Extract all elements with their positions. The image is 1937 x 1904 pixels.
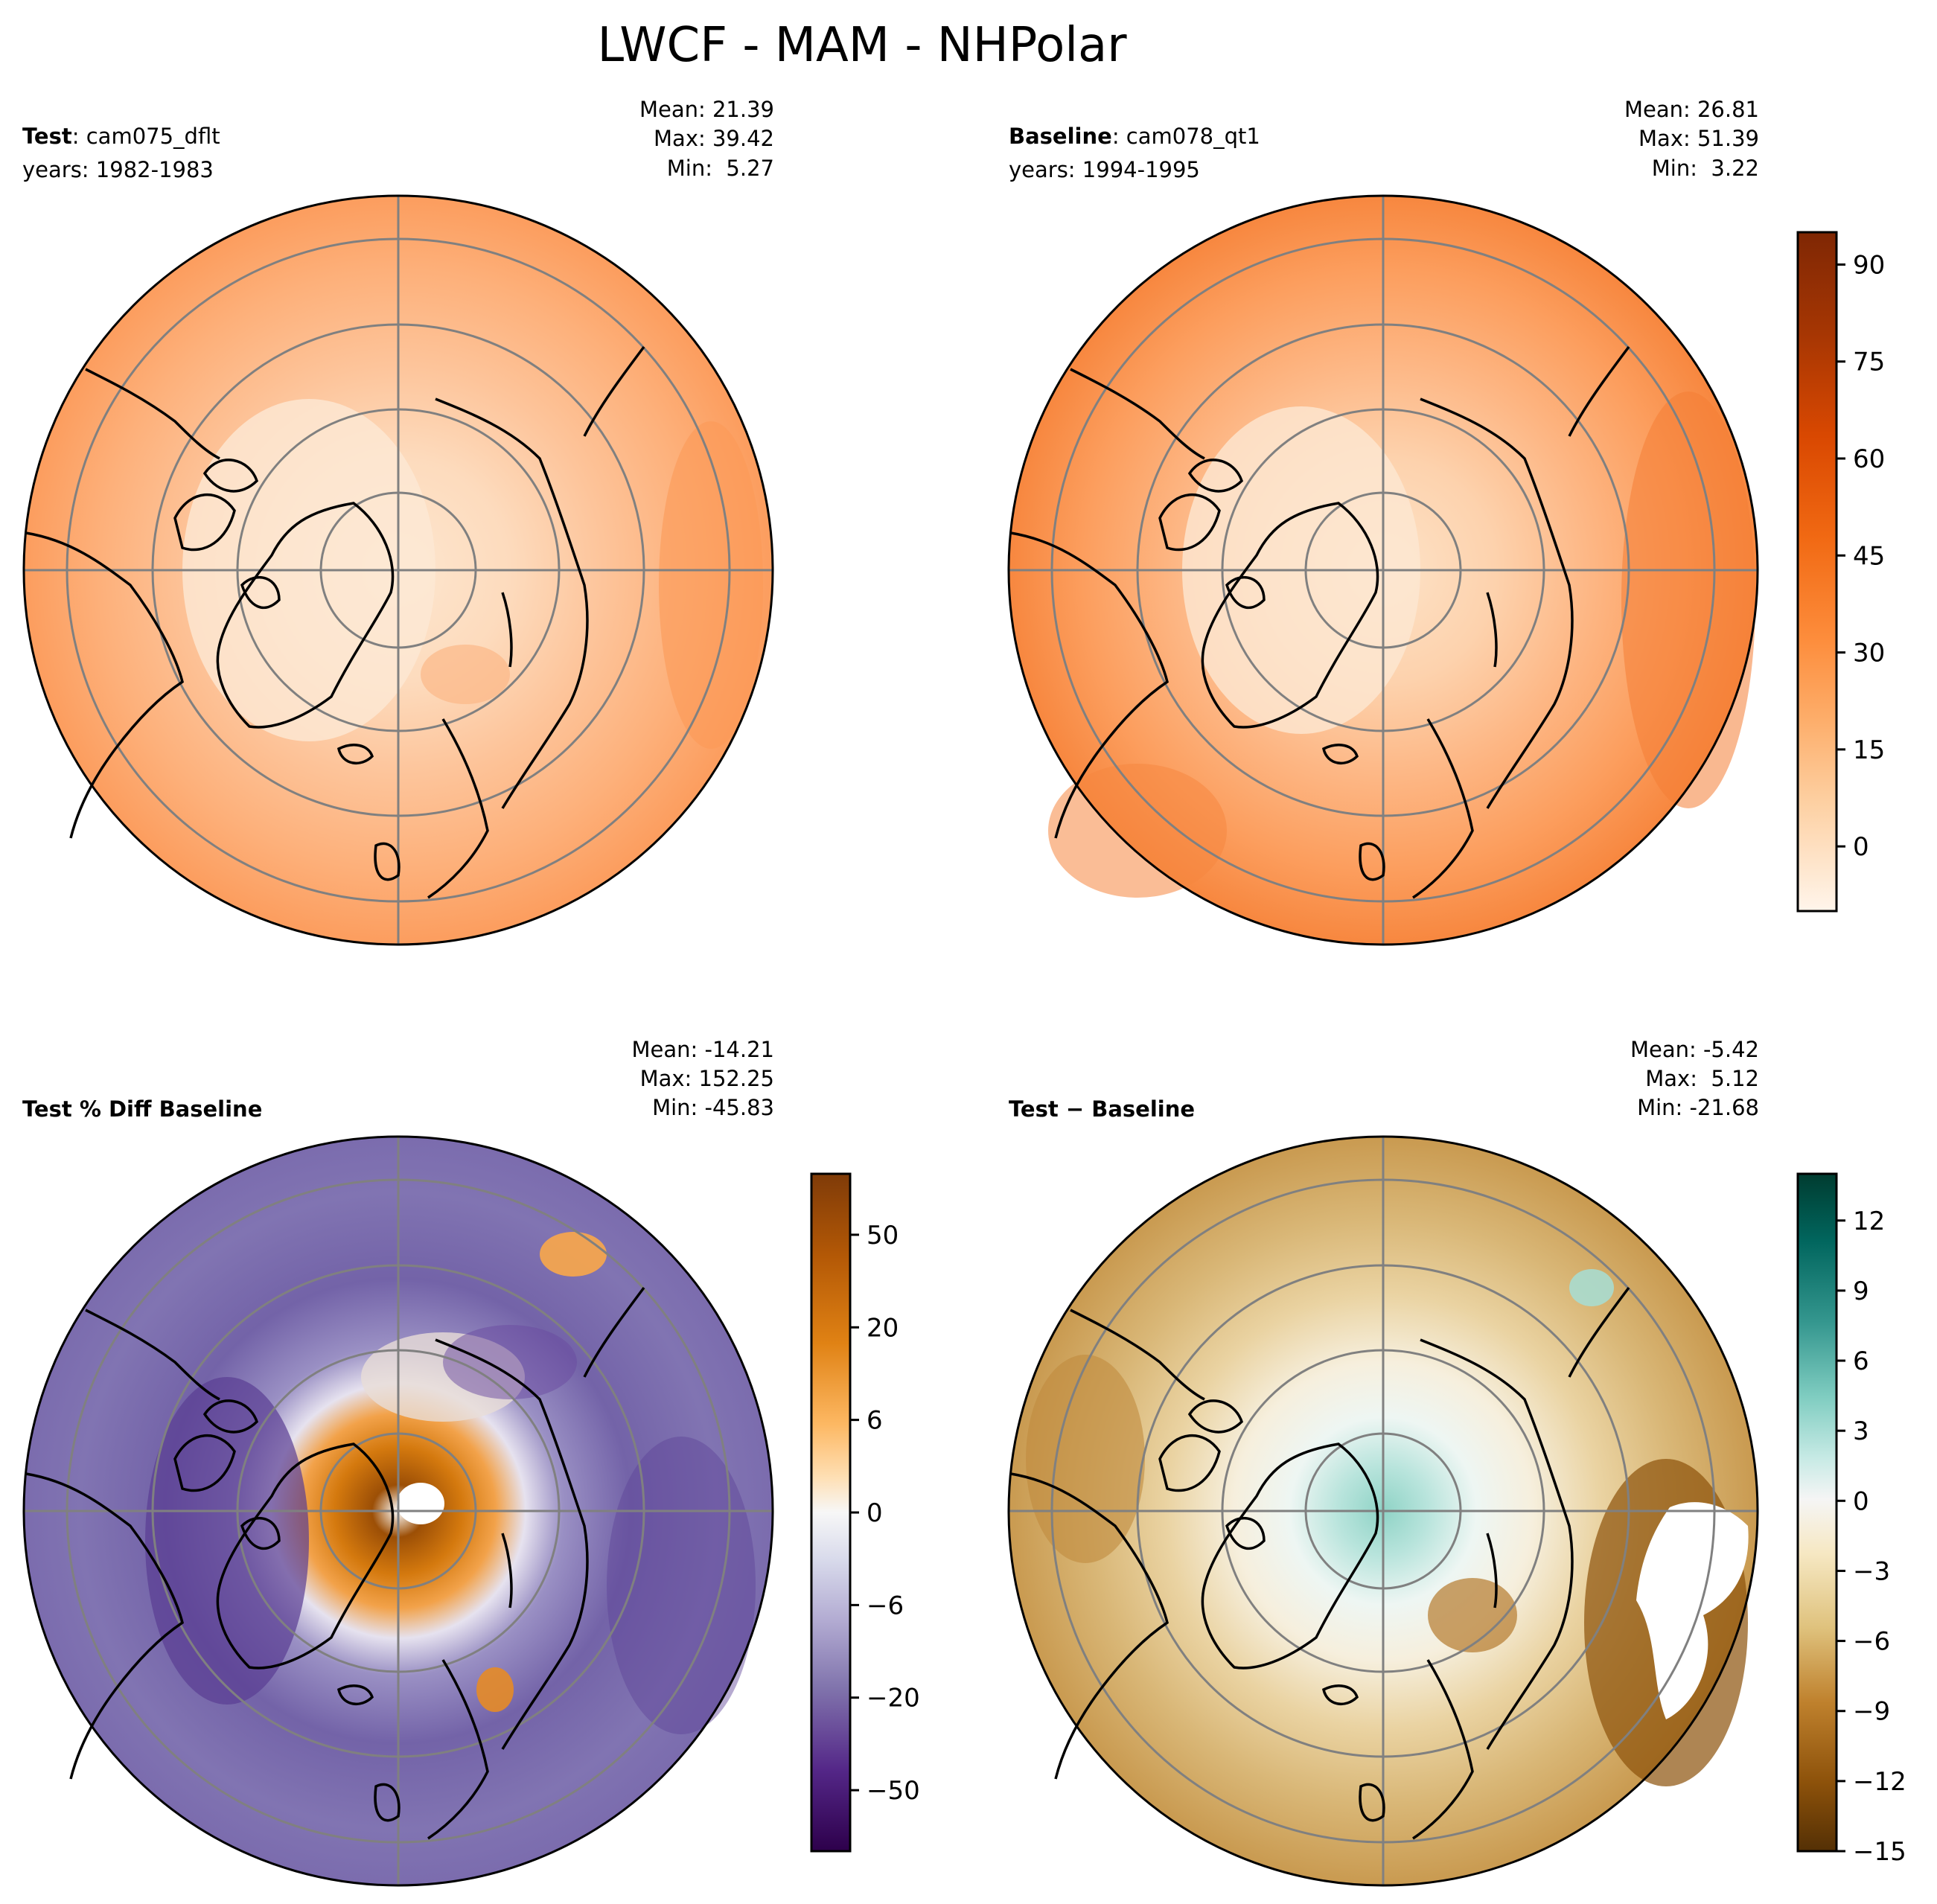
panel-test-min: Min: 5.27 <box>667 156 774 181</box>
colorbar-tick-label: −12 <box>1853 1767 1906 1797</box>
panel-pctdiff: Test % Diff Baseline Mean: -14.21 Max: 1… <box>22 1037 920 1887</box>
colorbar-tick-label: 9 <box>1853 1277 1869 1306</box>
colorbar-tick-label: 12 <box>1853 1207 1885 1236</box>
colorbar-tick-label: −6 <box>867 1591 904 1620</box>
colorbar-tick-label: 0 <box>1853 832 1869 862</box>
panel-baseline-mean: Mean: 26.81 <box>1624 97 1759 122</box>
colorbar-tick-label: 60 <box>1853 444 1885 474</box>
map-test <box>22 194 774 946</box>
colorbar-tick-label: 20 <box>867 1313 899 1343</box>
panel-baseline-min: Min: 3.22 <box>1652 156 1759 181</box>
map-test-boundary <box>22 194 774 946</box>
map-diff-shade-2 <box>1026 1355 1145 1563</box>
panel-baseline-label-bold: Baseline <box>1009 124 1112 149</box>
colorbar-tick-label: 0 <box>867 1498 883 1528</box>
colorbar-tick-label: −15 <box>1853 1837 1906 1867</box>
panel-test-label-bold: Test <box>22 124 72 149</box>
figure-title-group: LWCF - MAM - NHPolar <box>597 18 1127 73</box>
map-baseline-shade-2 <box>1621 392 1755 808</box>
colorbar-diff: 12 9 6 3 0 −3 −6 −9 −12 −15 <box>1796 1172 1906 1867</box>
map-pctdiff-shade-3 <box>540 1232 607 1277</box>
panel-baseline-label-rest: : cam078_qt1 <box>1112 124 1260 149</box>
map-pctdiff-shade-5 <box>607 1437 756 1734</box>
map-baseline-boundary <box>1007 194 1759 946</box>
colorbar-pctdiff-bar <box>810 1172 852 1853</box>
map-pctdiff <box>22 1135 774 1887</box>
panel-baseline-label: Baseline: cam078_qt1 <box>1009 124 1260 149</box>
map-diff-boundary <box>1007 1135 1759 1887</box>
map-diff-shade-3 <box>1428 1578 1517 1652</box>
colorbar-tick-label: 75 <box>1853 348 1885 377</box>
map-test-shade-3 <box>421 645 510 704</box>
map-diff-shade-4 <box>1569 1269 1614 1306</box>
colorbar-tick-label: −6 <box>1853 1627 1890 1657</box>
panel-pctdiff-max: Max: 152.25 <box>640 1066 774 1091</box>
colorbar-tick-label: −50 <box>867 1776 920 1806</box>
colorbar-tick-label: 90 <box>1853 250 1885 280</box>
map-diff <box>1007 1135 1759 1887</box>
colorbar-baseline-ticks: 0 15 30 45 60 75 90 <box>1837 250 1885 862</box>
panel-test-years: years: 1982-1983 <box>22 157 214 182</box>
colorbar-tick-label: 6 <box>1853 1346 1869 1376</box>
colorbar-tick-label: 15 <box>1853 735 1885 765</box>
colorbar-tick-label: 30 <box>1853 639 1885 668</box>
panel-baseline: Baseline: cam078_qt1 years: 1994-1995 Me… <box>1007 97 1885 946</box>
figure-title: LWCF - MAM - NHPolar <box>597 18 1127 73</box>
colorbar-tick-label: 0 <box>1853 1486 1869 1516</box>
colorbar-baseline: 0 15 30 45 60 75 90 <box>1796 231 1885 913</box>
panel-diff-label: Test − Baseline <box>1009 1096 1195 1122</box>
panel-diff: Test − Baseline Mean: -5.42 Max: 5.12 Mi… <box>1007 1037 1906 1887</box>
panel-test-label: Test: cam075_dflt <box>22 124 220 149</box>
map-pctdiff-shade-4 <box>443 1325 577 1399</box>
colorbar-diff-ticks: 12 9 6 3 0 −3 −6 −9 −12 −15 <box>1837 1207 1906 1867</box>
panel-pctdiff-mean: Mean: -14.21 <box>632 1037 775 1062</box>
panel-diff-max: Max: 5.12 <box>1645 1066 1759 1091</box>
map-diff-white-region <box>1636 1502 1749 1719</box>
colorbar-baseline-bar <box>1796 231 1838 913</box>
map-pctdiff-boundary <box>22 1135 774 1887</box>
colorbar-tick-label: −20 <box>867 1684 920 1713</box>
map-pctdiff-shade-1 <box>145 1377 309 1705</box>
panel-test-max: Max: 39.42 <box>654 126 774 151</box>
colorbar-pctdiff: 50 20 6 0 −6 −20 −50 <box>810 1172 920 1853</box>
map-baseline <box>1007 194 1759 946</box>
panel-test-mean: Mean: 21.39 <box>639 97 774 122</box>
colorbar-tick-label: 50 <box>867 1221 899 1250</box>
map-pctdiff-shade-6 <box>476 1667 514 1712</box>
colorbar-diff-bar <box>1796 1172 1838 1853</box>
map-test-shade-2 <box>659 421 763 749</box>
panel-pctdiff-label: Test % Diff Baseline <box>22 1096 262 1122</box>
panel-test-label-rest: : cam075_dflt <box>72 124 220 149</box>
panel-baseline-years: years: 1994-1995 <box>1009 157 1200 182</box>
colorbar-pctdiff-ticks: 50 20 6 0 −6 −20 −50 <box>850 1221 920 1806</box>
colorbar-tick-label: −9 <box>1853 1697 1890 1727</box>
panel-diff-mean: Mean: -5.42 <box>1630 1037 1759 1062</box>
colorbar-tick-label: 45 <box>1853 541 1885 571</box>
colorbar-tick-label: 6 <box>867 1406 883 1436</box>
panel-pctdiff-min: Min: -45.83 <box>652 1095 774 1120</box>
colorbar-tick-label: 3 <box>1853 1416 1869 1446</box>
panel-test: Test: cam075_dflt years: 1982-1983 Mean:… <box>22 97 774 946</box>
panel-baseline-max: Max: 51.39 <box>1638 126 1759 151</box>
map-pctdiff-white-hole <box>397 1483 444 1524</box>
map-baseline-shade-3 <box>1048 764 1227 898</box>
colorbar-tick-label: −3 <box>1853 1556 1890 1586</box>
panel-diff-min: Min: -21.68 <box>1637 1095 1759 1120</box>
